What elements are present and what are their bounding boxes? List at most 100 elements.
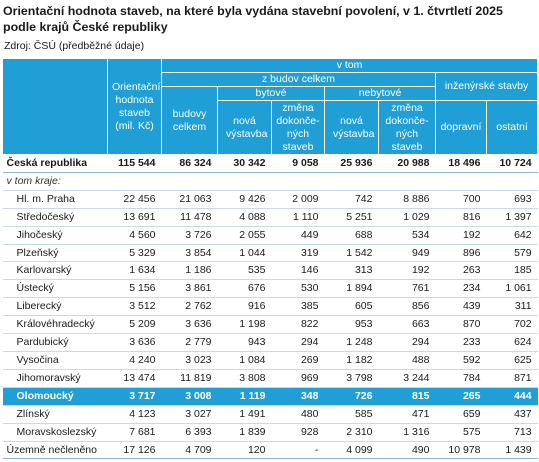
cell-nova-bytove: 1 044 (217, 244, 272, 263)
row-name: Hl. m. Praha (2, 190, 108, 209)
header-orient: Orientační hodnota staveb (mil. Kč) (107, 58, 162, 155)
cell-orient: 3 512 (107, 297, 162, 317)
cell-orient: 7 681 (107, 423, 162, 442)
table-row: Plzeňský 5 329 3 854 1 044 319 1 542 949 896 579 (2, 244, 538, 263)
cell-zmena-nebytove: 192 (378, 261, 436, 281)
cell-nova-nebytove: 1 182 (324, 351, 379, 370)
table-row: Karlovarský 1 634 1 186 535 146 313 192 263 185 (2, 261, 538, 281)
header-nova-nebytove: nová výstavba (324, 100, 379, 155)
table-row: Vysočina 4 240 3 023 1 084 269 1 182 488 592 625 (2, 351, 538, 370)
cell-nova-bytove: 120 (217, 441, 272, 460)
cell-orient: 4 560 (107, 226, 162, 245)
table-row: Hl. m. Praha 22 456 21 063 9 426 2 009 742 8 8… (2, 190, 538, 209)
cell-orient: 5 329 (107, 244, 162, 263)
header-ostatni: ostatní (485, 100, 539, 155)
cell-budovy: 86 324 (161, 154, 218, 173)
cell-zmena-nebytove: 534 (378, 226, 436, 245)
cell-nova-nebytove: 1 894 (324, 279, 379, 299)
cell-ostatni: 702 (486, 315, 538, 335)
cell-dopravni: 18 496 (435, 154, 487, 173)
cell-budovy: 11 478 (161, 208, 218, 227)
cell-nova-bytove: 3 808 (217, 369, 272, 388)
cell-orient: 13 474 (107, 369, 162, 388)
cell-dopravni: 192 (435, 226, 487, 245)
cell-budovy: 3 854 (161, 244, 218, 263)
cell-nova-nebytove: 688 (324, 226, 379, 245)
table-row: Zlínský 4 123 3 027 1 491 480 585 471 659 437 (2, 405, 538, 424)
cell-nova-nebytove: 742 (324, 190, 379, 209)
cell-zmena-nebytove: 761 (378, 279, 436, 299)
row-name: Jihočeský (2, 226, 108, 245)
cell-nova-bytove: 676 (217, 279, 272, 299)
cell-dopravni: 784 (435, 369, 487, 388)
cell-zmena-bytove: 928 (271, 423, 325, 442)
data-table: Orientační hodnota staveb (mil. Kč) v to… (2, 58, 539, 460)
cell-nova-nebytove: 2 310 (324, 423, 379, 442)
cell-dopravni: 700 (435, 190, 487, 209)
cell-dopravni: 439 (435, 297, 487, 317)
table-row-label: v tom kraje: (2, 172, 538, 191)
cell-dopravni: 896 (435, 244, 487, 263)
table-row: Královéhradecký 5 209 3 636 1 198 822 953 663 8… (2, 315, 538, 335)
table-title: Orientační hodnota staveb, na které byla… (3, 4, 503, 34)
cell-ostatni: 713 (486, 423, 538, 442)
cell-budovy: 2 762 (161, 297, 218, 317)
table-row: Územně nečleněno 17 126 4 709 120-4 099 490 1… (2, 441, 538, 460)
cell-zmena-nebytove: 488 (378, 351, 436, 370)
row-name: Moravskoslezský (2, 423, 108, 442)
cell-zmena-bytove: 319 (271, 244, 325, 263)
header-z-budov: z budov celkem (161, 72, 436, 87)
cell-budovy: 21 063 (161, 190, 218, 209)
cell-nova-nebytove: 726 (324, 387, 379, 406)
cell-zmena-bytove: 9 058 (271, 154, 325, 173)
cell-orient: 5 209 (107, 315, 162, 335)
cell-zmena-bytove: 269 (271, 351, 325, 370)
row-name: Královéhradecký (2, 315, 108, 335)
cell-nova-nebytove: 605 (324, 297, 379, 317)
row-name: Česká republika (2, 154, 108, 173)
row-name: Liberecký (2, 297, 108, 317)
cell-ostatni: 437 (486, 405, 538, 424)
cell-dopravni: 234 (435, 279, 487, 299)
cell-ostatni: 871 (486, 369, 538, 388)
cell-dopravni: 10 978 (435, 441, 487, 460)
table-row: Pardubický 3 636 2 779 943 294 1 248 294 233 624 (2, 333, 538, 352)
header-v-tom: v tom (160, 58, 539, 73)
cell-orient: 3 636 (107, 333, 162, 352)
cell-zmena-nebytove: 1 029 (378, 208, 436, 227)
table-row: Olomoucký 3 717 3 008 1 119 348 726 815 265 444 (2, 387, 538, 406)
cell-nova-bytove: 1 084 (217, 351, 272, 370)
cell-budovy: 4 709 (161, 441, 218, 460)
cell-zmena-bytove: 294 (271, 333, 325, 352)
cell-zmena-nebytove: 1 316 (378, 423, 436, 442)
table-row: Ústecký 5 156 3 861 676 530 1 894 761 234 1 061 (2, 279, 538, 299)
cell-budovy: 3 636 (161, 315, 218, 335)
cell-ostatni: 625 (486, 351, 538, 370)
cell-orient: 22 456 (107, 190, 162, 209)
cell-ostatni: 10 724 (486, 154, 538, 173)
cell-zmena-bytove: 449 (271, 226, 325, 245)
cell-ostatni: 311 (486, 297, 538, 317)
header-nova-bytove: nová výstavba (217, 100, 272, 155)
cell-zmena-bytove: 969 (271, 369, 325, 388)
cell-zmena-nebytove: 3 244 (378, 369, 436, 388)
cell-zmena-nebytove: 815 (378, 387, 436, 406)
table-row: Moravskoslezský 7 681 6 393 1 839 928 2 310 1 … (2, 423, 538, 442)
cell-ostatni: 579 (486, 244, 538, 263)
cell-budovy: 3 726 (161, 226, 218, 245)
header-nebytove: nebytové (324, 86, 436, 101)
cell-nova-bytove: 1 198 (217, 315, 272, 335)
cell-orient: 4 240 (107, 351, 162, 370)
header-zmena-bytove: změna dokonče-ných staveb (271, 100, 325, 155)
cell-orient: 4 123 (107, 405, 162, 424)
cell-nova-nebytove: 4 099 (324, 441, 379, 460)
cell-dopravni: 592 (435, 351, 487, 370)
cell-nova-nebytove: 3 798 (324, 369, 379, 388)
table-row: Středočeský 13 691 11 478 4 088 1 110 5 251 1 … (2, 208, 538, 227)
cell-dopravni: 265 (435, 387, 487, 406)
table-row: Jihočeský 4 560 3 726 2 055 449 688 534 192 642 (2, 226, 538, 245)
cell-nova-bytove: 535 (217, 261, 272, 281)
cell-nova-bytove: 1 491 (217, 405, 272, 424)
cell-nova-nebytove: 953 (324, 315, 379, 335)
cell-zmena-nebytove: 8 886 (378, 190, 436, 209)
